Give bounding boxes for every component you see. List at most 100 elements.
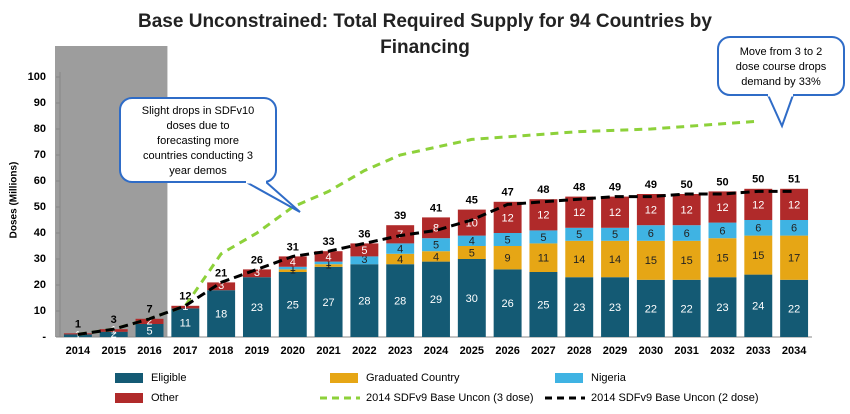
callout-pointer (245, 181, 301, 213)
bar-segment (493, 233, 522, 246)
data-label: 1 (326, 257, 332, 269)
legend-swatch (115, 373, 143, 383)
bar-segment (565, 277, 594, 337)
bar-segment (457, 259, 486, 337)
bar-segment (171, 308, 200, 337)
legend-label: Eligible (151, 372, 186, 384)
y-tick-label: 80 (34, 123, 46, 135)
data-label: 28 (358, 296, 370, 308)
total-label: 31 (287, 241, 299, 253)
bar-segment (493, 246, 522, 270)
bar-segment (493, 269, 522, 337)
y-tick-label: 60 (34, 175, 46, 187)
total-label: 47 (501, 187, 513, 199)
line-series (77, 189, 795, 336)
callout-text: demand by 33% (741, 76, 821, 88)
data-label: 5 (612, 229, 618, 241)
data-label: 17 (788, 253, 800, 265)
total-label: 1 (75, 318, 81, 330)
data-label: 28 (394, 296, 406, 308)
callout-text: doses due to (167, 120, 230, 132)
bar-segment (242, 269, 271, 278)
data-label: 6 (648, 228, 654, 240)
data-label: 12 (645, 205, 657, 217)
data-label: 3 (254, 267, 260, 279)
bar-segment (278, 272, 307, 337)
bar-segment (422, 217, 450, 239)
x-tick-label: 2024 (424, 345, 449, 357)
data-label: 4 (397, 244, 403, 256)
bar-segment (636, 194, 665, 226)
callout-text: year demos (169, 165, 227, 177)
total-label: 50 (681, 179, 693, 191)
bar-segment (278, 266, 307, 270)
bar-segment (314, 251, 343, 262)
total-label: 3 (111, 314, 117, 326)
bar-segment (636, 240, 665, 280)
data-label: 27 (322, 297, 334, 309)
data-label: 9 (505, 253, 511, 265)
shaded-region (55, 46, 168, 337)
callout-text: countries conducting 3 (143, 150, 253, 162)
y-tick-label: 20 (34, 279, 46, 291)
bar-segment (242, 277, 271, 337)
bar-segment (135, 318, 164, 324)
data-label: 6 (684, 228, 690, 240)
bar-segment (278, 269, 307, 272)
legend-label: Nigeria (591, 372, 627, 384)
data-label: 25 (537, 299, 549, 311)
data-label: 4 (290, 257, 296, 269)
bar-segment (135, 324, 164, 337)
bar-segment (601, 240, 630, 278)
y-tick-label: 70 (34, 149, 46, 161)
data-label: 5 (469, 247, 475, 259)
data-label: 11 (538, 253, 549, 265)
bar-segment (529, 230, 558, 244)
data-label: 5 (540, 232, 546, 244)
data-label: 1 (290, 265, 296, 277)
total-label: 51 (788, 174, 800, 186)
bar-segment (314, 264, 343, 267)
bar-segment (422, 238, 450, 252)
y-axis-label: Doses (Millions) (9, 162, 20, 239)
data-label: 6 (719, 225, 725, 237)
data-label: 14 (609, 254, 621, 266)
x-tick-label: 2031 (674, 345, 698, 357)
bar-segment (565, 227, 594, 241)
data-label: 15 (645, 255, 657, 267)
bar-segment (63, 334, 92, 337)
legend-swatch (555, 373, 583, 383)
total-label: 50 (716, 176, 728, 188)
data-label: 6 (791, 223, 797, 235)
data-label: 30 (466, 293, 478, 305)
legend-label: 2014 SDFv9 Base Uncon (3 dose) (366, 392, 534, 404)
x-tick-label: 2028 (567, 345, 591, 357)
bar-segment (744, 220, 773, 236)
data-label: 26 (501, 298, 513, 310)
data-label: 11 (180, 318, 191, 330)
total-label: 36 (358, 228, 370, 240)
bar-segment (457, 209, 486, 236)
data-label: 1 (182, 301, 188, 313)
data-label: 15 (681, 255, 693, 267)
total-label: 41 (430, 202, 442, 214)
x-tick-label: 2029 (603, 345, 627, 357)
x-tick-label: 2033 (746, 345, 770, 357)
data-label: 4 (397, 254, 403, 266)
data-label: 12 (573, 207, 585, 219)
bar-segment (708, 222, 737, 239)
bar-segment (350, 264, 379, 337)
bar-segment (350, 243, 379, 257)
data-label: 29 (430, 294, 442, 306)
y-tick-label: 100 (28, 71, 46, 83)
data-label: 4 (326, 251, 332, 263)
bar-segment (314, 261, 343, 265)
bar-segment (708, 238, 737, 278)
x-tick-label: 2021 (316, 345, 340, 357)
bar-segment (207, 282, 236, 291)
bar-segment (601, 196, 630, 228)
x-tick-label: 2017 (173, 345, 197, 357)
total-label: 7 (146, 304, 152, 316)
bar-segment (708, 191, 737, 223)
